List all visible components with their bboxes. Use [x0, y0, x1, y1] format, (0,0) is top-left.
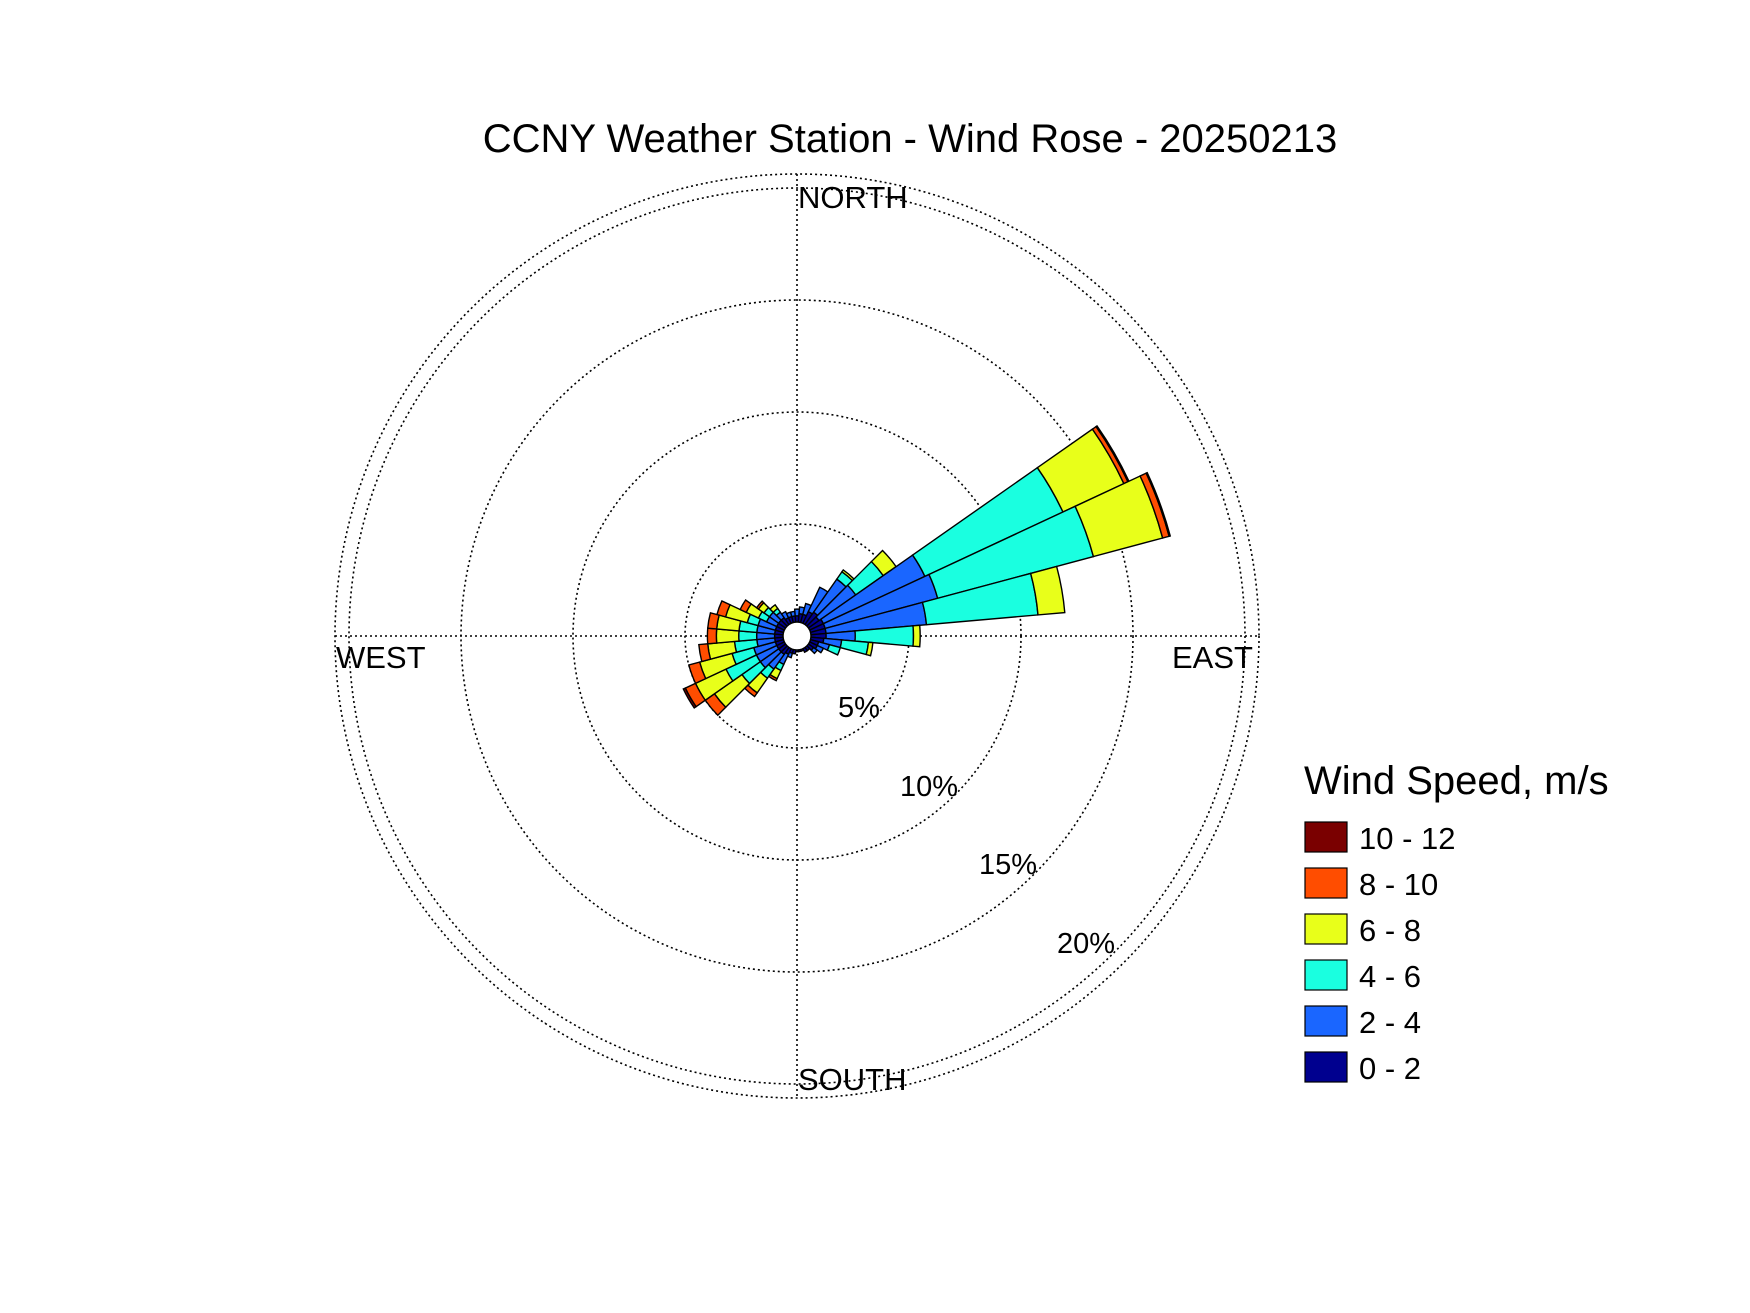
- legend-swatch-6-8: [1304, 913, 1348, 945]
- wedge-120deg-bin-1: [814, 644, 825, 654]
- wedge-260deg-bin-4: [698, 643, 712, 663]
- ring-label-10: 10%: [900, 771, 958, 803]
- wedge-80deg-bin-3: [1029, 565, 1066, 616]
- wedge-130deg-bin-1: [810, 646, 819, 655]
- wedge-250deg-bin-4: [687, 661, 707, 685]
- calm-center: [782, 621, 812, 651]
- legend-label-8-10: 8 - 10: [1359, 867, 1438, 902]
- wedge-330deg-bin-1: [780, 610, 790, 621]
- legend-swatch-2-4: [1304, 1005, 1348, 1037]
- legend-label-0-2: 0 - 2: [1359, 1051, 1421, 1086]
- north-label: NORTH: [798, 180, 908, 215]
- wedge-100deg-bin-3: [865, 641, 874, 657]
- west-label: WEST: [336, 640, 426, 675]
- legend-label-10-12: 10 - 12: [1359, 821, 1456, 856]
- wedge-290deg-bin-4: [716, 600, 731, 618]
- wedge-240deg-bin-5: [682, 687, 698, 709]
- legend-title: Wind Speed, m/s: [1304, 759, 1609, 803]
- wedge-0deg-bin-1: [793, 608, 801, 617]
- legend-label-6-8: 6 - 8: [1359, 913, 1421, 948]
- south-label: SOUTH: [798, 1062, 907, 1097]
- ring-label-5: 5%: [838, 692, 880, 724]
- legend: Wind Speed, m/s 10 - 12 8 - 10 6 - 8 4 -…: [1304, 759, 1609, 1086]
- wedge-100deg-bin-2: [839, 639, 870, 656]
- wedge-70deg-bin-5: [1145, 471, 1172, 538]
- wedge-280deg-bin-4: [706, 611, 720, 630]
- chart-title: CCNY Weather Station - Wind Rose - 20250…: [483, 117, 1338, 161]
- legend-swatch-8-10: [1304, 867, 1348, 899]
- legend-swatch-10-12: [1304, 821, 1348, 853]
- wedge-310deg-bin-4: [755, 600, 765, 610]
- ring-label-15: 15%: [979, 849, 1037, 881]
- east-label: EAST: [1172, 640, 1253, 675]
- ring-label-20: 20%: [1057, 928, 1115, 960]
- wind-bars: [682, 424, 1172, 717]
- legend-label-4-6: 4 - 6: [1359, 959, 1421, 994]
- wedge-270deg-bin-4: [706, 627, 718, 645]
- wedge-110deg-bin-2: [826, 643, 842, 656]
- legend-swatch-4-6: [1304, 959, 1348, 991]
- wedge-320deg-bin-3: [769, 603, 779, 614]
- wedge-90deg-bin-3: [912, 624, 921, 648]
- legend-label-2-4: 2 - 4: [1359, 1005, 1421, 1040]
- legend-swatch-0-2: [1304, 1051, 1348, 1083]
- wedge-300deg-bin-4: [739, 599, 753, 614]
